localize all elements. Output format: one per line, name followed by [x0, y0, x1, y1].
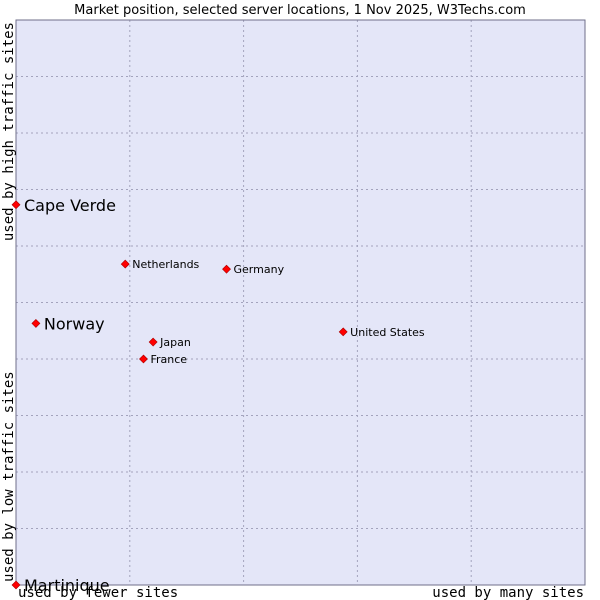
- plot-frame: [15, 19, 586, 586]
- marker-united-states: [338, 327, 348, 337]
- point-france: France: [139, 353, 187, 366]
- marker-germany: [222, 264, 231, 274]
- label-united-states: United States: [350, 326, 425, 339]
- marker-martinique: [11, 580, 21, 590]
- chart-title: Market position, selected server locatio…: [74, 3, 526, 18]
- y-axis-low-label: used by low traffic sites: [1, 371, 17, 582]
- label-martinique: Martinique: [24, 576, 110, 595]
- point-japan: Japan: [148, 336, 191, 349]
- marker-japan: [148, 337, 158, 347]
- marker-norway: [31, 318, 41, 328]
- point-cape-verde: Cape Verde: [11, 196, 116, 215]
- label-france: France: [150, 353, 187, 366]
- marker-netherlands: [120, 259, 130, 269]
- point-norway: Norway: [31, 314, 105, 333]
- point-germany: Germany: [222, 263, 285, 276]
- point-netherlands: Netherlands: [120, 258, 200, 271]
- data-points: Cape Verde Norway Martinique Netherlands Ger…: [11, 196, 425, 595]
- x-axis-high-label: used by many sites: [432, 585, 584, 600]
- point-united-states: United States: [338, 326, 425, 339]
- label-netherlands: Netherlands: [132, 258, 199, 271]
- grid: [16, 20, 585, 585]
- label-japan: Japan: [159, 336, 191, 349]
- plot-area: [16, 20, 585, 585]
- marker-france: [139, 354, 148, 364]
- label-norway: Norway: [44, 314, 105, 333]
- label-germany: Germany: [234, 263, 285, 276]
- point-martinique: Martinique: [11, 576, 110, 595]
- label-cape-verde: Cape Verde: [24, 196, 116, 215]
- x-axis-low-label: used by fewer sites: [18, 585, 178, 600]
- y-axis-high-label: used by high traffic sites: [1, 22, 17, 241]
- marker-cape-verde: [11, 200, 21, 210]
